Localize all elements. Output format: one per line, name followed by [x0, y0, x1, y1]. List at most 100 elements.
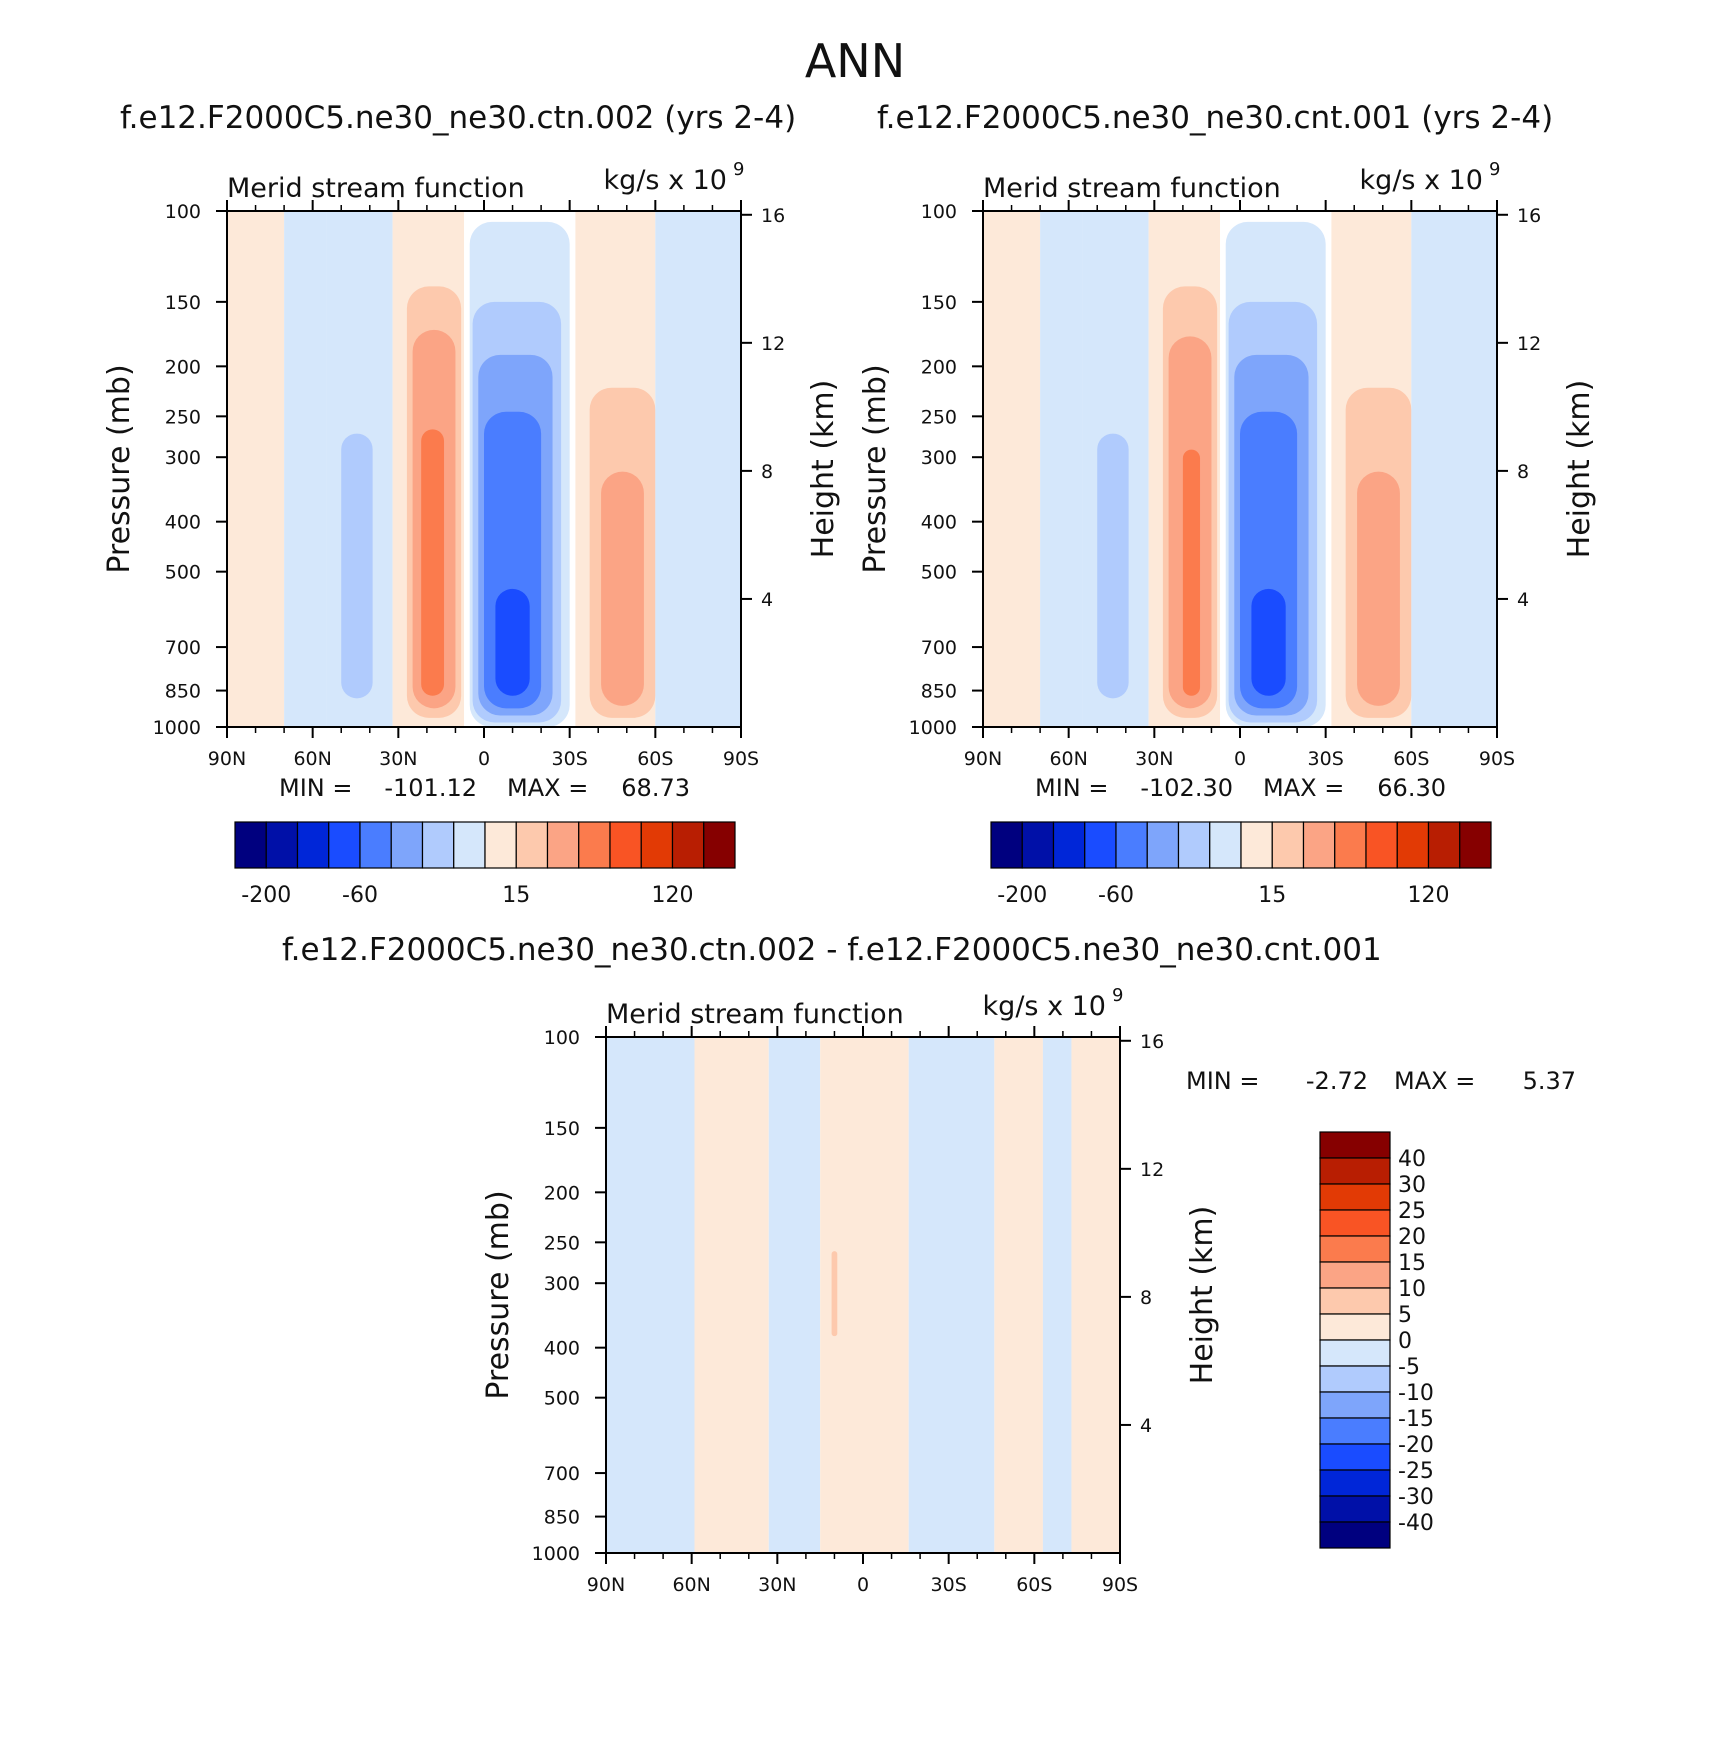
- x-tick-label: 30N: [1135, 748, 1173, 770]
- x-tick-label: 0: [1234, 748, 1246, 770]
- field-cell: [908, 1037, 995, 1553]
- max-label: MAX =: [1263, 774, 1344, 802]
- colorbar-label: -10: [1398, 1381, 1434, 1406]
- colorbar-label: -30: [1398, 1485, 1434, 1510]
- field-cell: [601, 471, 644, 706]
- colorbar-label: -200: [241, 883, 291, 908]
- y-tick-label: 400: [544, 1338, 580, 1360]
- y2-tick-label: 4: [1517, 589, 1529, 611]
- max-value: 68.73: [621, 774, 690, 802]
- x-tick-label: 60S: [1016, 1574, 1052, 1596]
- colorbar-label: -25: [1398, 1459, 1434, 1484]
- colorbar-box: [390, 821, 424, 869]
- colorbar-box: [1319, 1261, 1391, 1289]
- field-cell: [655, 211, 741, 727]
- colorbar-box: [1319, 1469, 1391, 1497]
- panel-2-title: f.e12.F2000C5.ne30_ne30.cnt.001 (yrs 2-4…: [877, 100, 1554, 136]
- colorbar-box: [1319, 1183, 1391, 1211]
- y-tick-label: 500: [544, 1388, 580, 1410]
- colorbar-box: [1427, 821, 1461, 869]
- units-string: kg/s x 10: [983, 991, 1106, 1022]
- colorbar-box: [1319, 1287, 1391, 1315]
- colorbar-box: [1240, 821, 1273, 869]
- colorbar-box: [1319, 1391, 1391, 1419]
- colorbar-box: [1021, 821, 1055, 869]
- y-tick-label: 100: [165, 201, 201, 223]
- units-string: kg/s x 10: [604, 165, 727, 196]
- colorbar-label: -15: [1398, 1407, 1434, 1432]
- y-tick-label: 100: [544, 1027, 580, 1049]
- colorbar-box: [640, 821, 674, 869]
- y-tick-label: 100: [921, 201, 957, 223]
- field-cell: [983, 211, 1041, 727]
- colorbar-box: [1319, 1313, 1391, 1341]
- colorbar-box: [1209, 821, 1242, 869]
- colorbar-box: [421, 821, 455, 869]
- colorbar-label: 40: [1398, 1147, 1426, 1172]
- max-label: MAX =: [1394, 1067, 1475, 1095]
- y-tick-label: 300: [165, 447, 201, 469]
- colorbar-box: [1084, 821, 1117, 869]
- colorbar-box: [1459, 821, 1492, 869]
- colorbar-box: [1396, 821, 1430, 869]
- y2-tick-label: 8: [1140, 1287, 1152, 1309]
- y-tick-label: 300: [921, 447, 957, 469]
- field-cell: [694, 1037, 769, 1553]
- colorbar-box: [1319, 1339, 1391, 1367]
- y-tick-label: 500: [165, 562, 201, 584]
- panel-1-title: f.e12.F2000C5.ne30_ne30.ctn.002 (yrs 2-4…: [120, 100, 797, 136]
- x-tick-label: 30S: [1308, 748, 1344, 770]
- min-label: MIN =: [1186, 1067, 1259, 1095]
- colorbar-box: [1319, 1131, 1391, 1159]
- colorbar-box: [703, 821, 736, 869]
- x-tick-label: 90S: [1102, 1574, 1138, 1596]
- y2-tick-label: 16: [1517, 205, 1541, 227]
- x-tick-label: 60N: [293, 748, 331, 770]
- colorbar-label: 15: [1398, 1251, 1426, 1276]
- colorbar-box: [328, 821, 361, 869]
- field-cell: [1042, 1037, 1072, 1553]
- x-tick-label: 60S: [637, 748, 673, 770]
- y-tick-label: 150: [544, 1118, 580, 1140]
- x-tick-label: 0: [478, 748, 490, 770]
- y2-tick-label: 8: [1517, 461, 1529, 483]
- left-string: Merid stream function: [227, 173, 525, 204]
- colorbar-box: [453, 821, 486, 869]
- y2-tick-label: 4: [1140, 1415, 1152, 1437]
- units-exponent: 9: [1112, 985, 1123, 1006]
- max-value: 66.30: [1377, 774, 1446, 802]
- y-axis-title: Pressure (mb): [102, 364, 137, 573]
- y2-tick-label: 8: [761, 461, 773, 483]
- x-tick-label: 90N: [587, 1574, 625, 1596]
- panel-3-title: f.e12.F2000C5.ne30_ne30.ctn.002 - f.e12.…: [282, 932, 1382, 968]
- field-cell: [831, 1251, 838, 1337]
- y-tick-label: 200: [544, 1182, 580, 1204]
- colorbar-label: 120: [652, 883, 694, 908]
- field-cell: [421, 429, 445, 696]
- colorbar-box: [1334, 821, 1367, 869]
- left-string: Merid stream function: [606, 999, 904, 1030]
- x-tick-label: 90S: [723, 748, 759, 770]
- y-tick-label: 200: [165, 356, 201, 378]
- colorbar-label: 15: [502, 883, 530, 908]
- y-tick-label: 850: [165, 681, 201, 703]
- colorbar-box: [484, 821, 517, 869]
- colorbar-label: -40: [1398, 1511, 1434, 1536]
- min-value: -102.30: [1140, 774, 1233, 802]
- field-cell: [341, 433, 373, 699]
- x-tick-label: 0: [857, 1574, 869, 1596]
- y-tick-label: 250: [921, 406, 957, 428]
- colorbar-box: [1319, 1209, 1391, 1237]
- colorbar-box: [1146, 821, 1180, 869]
- max-label: MAX =: [507, 774, 588, 802]
- colorbar-label: 20: [1398, 1225, 1426, 1250]
- colorbar-box: [1319, 1417, 1391, 1445]
- colorbar-box: [578, 821, 611, 869]
- units-string: kg/s x 10: [1360, 165, 1483, 196]
- x-tick-label: 90S: [1479, 748, 1515, 770]
- min-label: MIN =: [1035, 774, 1108, 802]
- y-axis-title: Pressure (mb): [858, 364, 893, 573]
- colorbar-box: [1319, 1235, 1391, 1263]
- y2-tick-label: 4: [761, 589, 773, 611]
- colorbar-label: 120: [1408, 883, 1450, 908]
